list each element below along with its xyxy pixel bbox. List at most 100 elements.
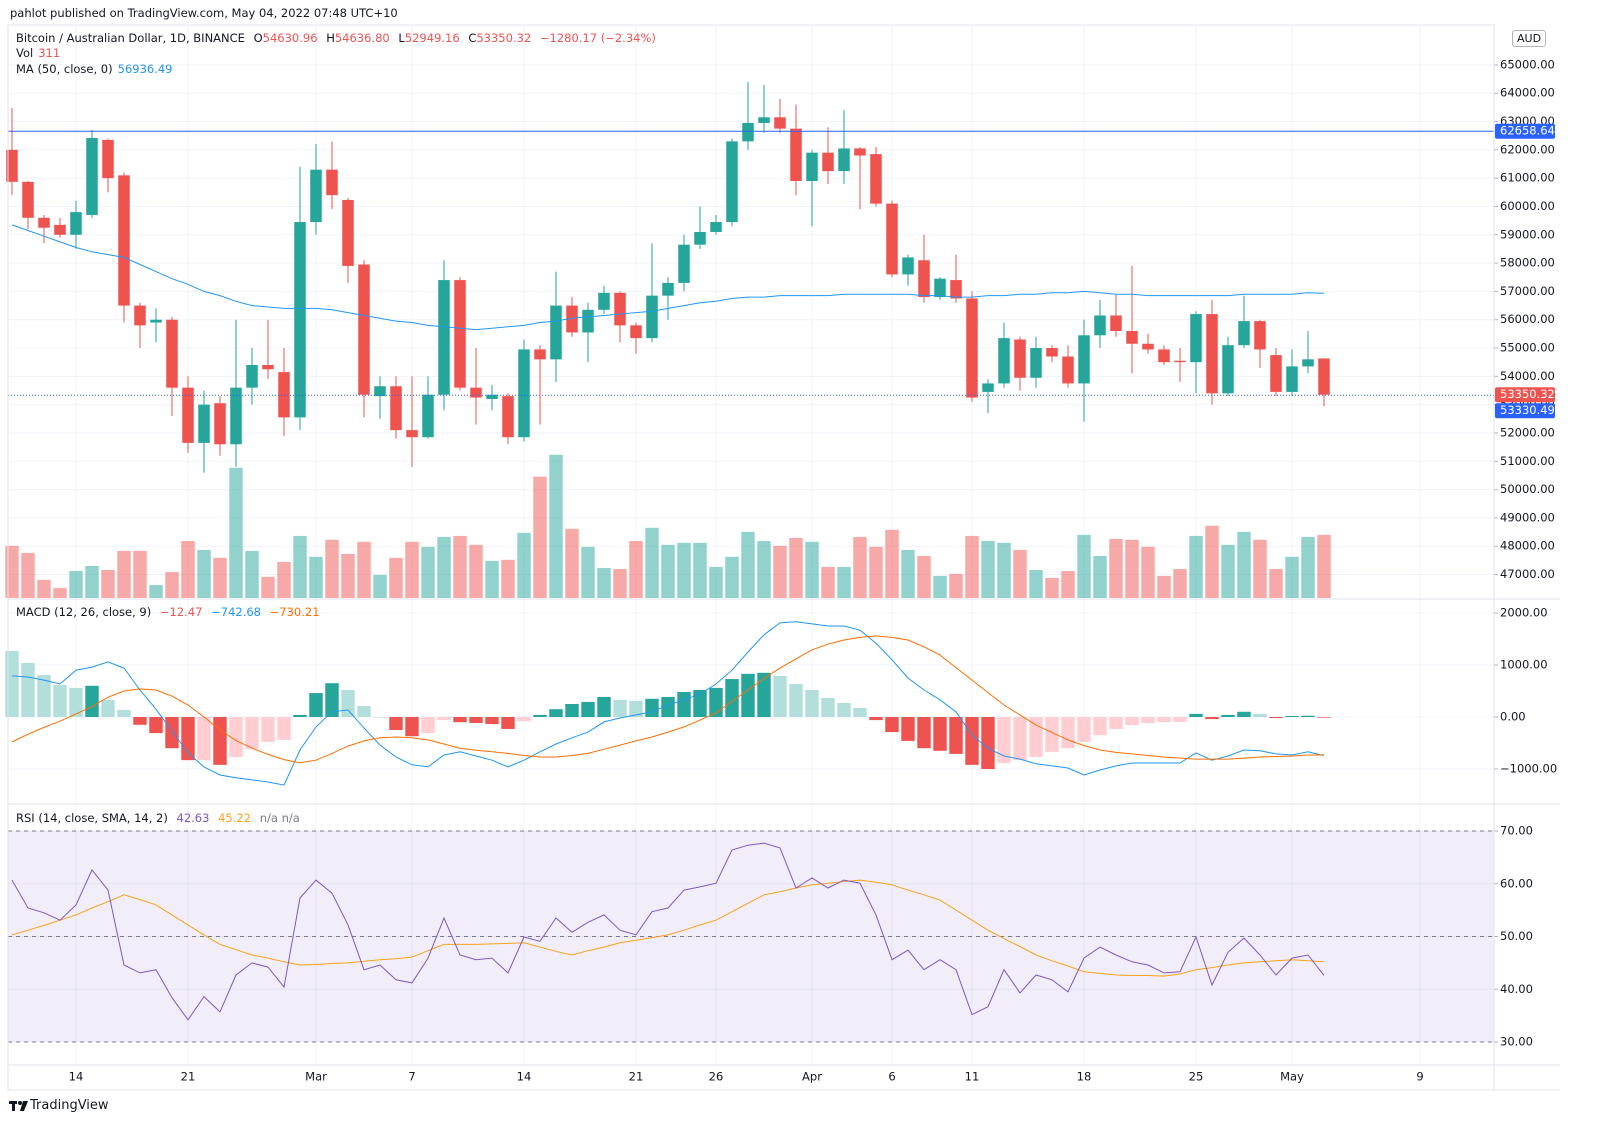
candle-body: [262, 365, 274, 370]
candle-body: [1126, 331, 1138, 344]
volume-bar: [101, 569, 115, 598]
candle-body: [566, 305, 578, 333]
volume-bar: [901, 549, 915, 598]
candle-body: [278, 372, 290, 418]
histogram-bar: [165, 716, 179, 749]
volume-bar: [1045, 577, 1059, 598]
candle-body: [982, 383, 994, 392]
candle-body: [854, 148, 866, 156]
y-tick-label: 59000.00: [1500, 227, 1555, 241]
candle-body: [374, 386, 386, 397]
legend-name: Vol: [16, 46, 34, 60]
histogram-bar: [389, 716, 403, 730]
volume-bar: [661, 544, 675, 598]
volume-bar: [677, 542, 691, 598]
volume-bar: [37, 579, 51, 598]
candle-body: [470, 387, 482, 398]
ma-legend: MA (50, close, 0) 56936.49: [16, 62, 178, 76]
volume-bar: [165, 572, 179, 598]
volume-bar: [309, 556, 323, 598]
legend-value: 53350.32: [476, 31, 532, 45]
candle-body: [1190, 314, 1202, 363]
y-tick-label: 60000.00: [1500, 199, 1555, 213]
candle-body: [1318, 358, 1330, 395]
histogram-bar: [485, 716, 499, 725]
x-tick-label: 14: [69, 1070, 84, 1084]
candle-body: [950, 280, 962, 299]
legend-key: O: [253, 31, 263, 45]
histogram-bar: [405, 716, 419, 737]
legend-na: n/a n/a: [259, 811, 300, 825]
volume-bar: [933, 575, 947, 598]
histogram-bar: [693, 689, 707, 717]
volume-bar: [1109, 538, 1123, 598]
y-tick-label: −1000.00: [1500, 761, 1557, 775]
histogram-bar: [1013, 716, 1027, 761]
histogram-bar: [773, 675, 787, 717]
axes: 14 21 Mar 7 14 21 26 Apr 6 11 18 25 May 9 47000.00 4800…: [7, 24, 1560, 1091]
x-tick-label: 21: [629, 1070, 644, 1084]
x-tick-label: Apr: [802, 1070, 822, 1084]
volume-bar: [389, 557, 403, 598]
y-tick-label: 2000.00: [1500, 605, 1548, 619]
x-tick-label: 7: [408, 1070, 415, 1084]
candle-body: [774, 117, 786, 129]
price-label-bg: [1495, 387, 1555, 403]
volume-bar: [693, 542, 707, 598]
legend-name: RSI (14, close, SMA, 14, 2): [16, 811, 168, 825]
volume-bar: [1093, 555, 1107, 598]
volume-bar: [325, 539, 339, 598]
candle-body: [582, 309, 594, 333]
histogram-bar: [117, 709, 131, 717]
y-tick-label: 1000.00: [1500, 657, 1548, 671]
histogram-bar: [933, 716, 947, 751]
volume-bar: [149, 585, 163, 598]
currency-button[interactable]: AUD: [1512, 30, 1547, 47]
histogram-bar: [1301, 715, 1315, 717]
volume-bar: [277, 561, 291, 598]
volume-bar: [821, 566, 835, 598]
volume-bar: [1013, 549, 1027, 598]
volume-bar: [437, 536, 451, 598]
candle-body: [822, 152, 834, 172]
candle-body: [694, 231, 706, 245]
candle-body: [54, 224, 66, 235]
legend-value: 56936.49: [117, 62, 173, 76]
legend-value: 42.63: [176, 811, 210, 825]
legend-key: C: [468, 31, 477, 45]
volume-bar: [1125, 539, 1139, 598]
histogram-bar: [277, 716, 291, 740]
x-tick-label: 18: [1077, 1070, 1092, 1084]
volume-bar: [629, 540, 643, 598]
signal-line: [11, 635, 1324, 764]
volume-bar: [533, 476, 547, 598]
x-tick-label: 21: [181, 1070, 196, 1084]
histogram-bar: [181, 716, 195, 761]
candle-body: [1270, 355, 1282, 392]
candle-body: [710, 222, 722, 232]
y-tick-label: 48000.00: [1500, 539, 1555, 553]
macd-line: [11, 621, 1325, 786]
logo-part: [20, 1101, 28, 1111]
histogram-bar: [469, 716, 483, 723]
volume-bar: [197, 549, 211, 598]
volume-bar: [341, 553, 355, 598]
histogram-bar: [85, 685, 99, 717]
candle-body: [150, 319, 162, 323]
histogram-bar: [1157, 716, 1171, 723]
candle-body: [678, 244, 690, 283]
histogram-bar: [677, 692, 691, 717]
volume-bar: [1061, 571, 1075, 598]
legend-value: 45.22: [218, 811, 252, 825]
legend-key: L: [398, 31, 405, 45]
legend-value: 54630.96: [262, 31, 318, 45]
volume-bar: [805, 541, 819, 598]
histogram-bar: [901, 716, 915, 741]
x-tick-label: May: [1280, 1070, 1304, 1084]
x-tick-label: 6: [888, 1070, 895, 1084]
volume-bar: [357, 541, 371, 598]
candle-body: [102, 139, 114, 179]
volume-bar: [469, 544, 483, 598]
histogram-bar: [1061, 716, 1075, 749]
legend-value: 52949.16: [404, 31, 460, 45]
